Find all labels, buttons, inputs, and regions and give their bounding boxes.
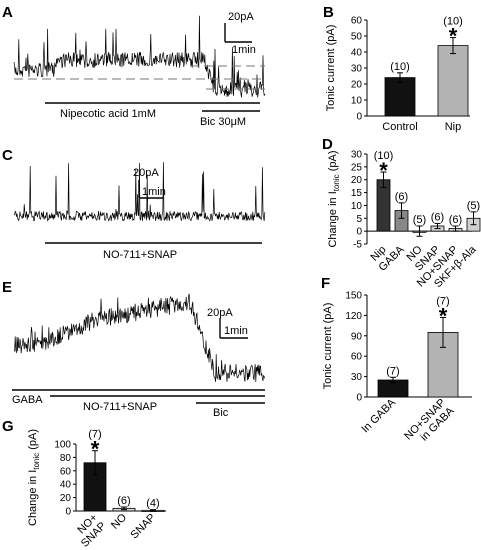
y-axis-label: Change in Itonic (pA) [327,150,341,247]
n-label-no-snap: (6) [449,214,462,226]
scale-c-x-label: 1min [142,186,166,198]
panel-label-a: A [2,4,13,21]
y-tick-label: 0 [356,393,362,404]
category-label-in-gaba: In GABA [359,396,398,435]
panel-label-c: C [2,147,13,164]
significance-star: * [449,24,458,49]
y-tick-label: 150 [345,291,362,302]
scale-e-y-label: 20pA [207,307,233,319]
y-tick-label: 10 [351,96,363,107]
y-tick-label: 20 [351,80,363,91]
drug-label-bic-e: Bic [213,407,229,419]
n-label-no-snap-in-gaba: (7) [436,295,449,307]
y-tick-label: 20 [351,175,363,186]
n-label-no-snap: (7) [88,429,101,441]
y-tick-label: 0 [65,507,71,518]
n-label-gaba: (6) [395,191,408,203]
scale-e-x-label: 1min [224,325,248,337]
n-label-skf-ala: (5) [467,200,480,212]
n-label-nip: (10) [374,150,394,162]
drug-label-bic-a: Bic 30μM [200,116,246,128]
bar-control [384,77,416,117]
n-label-no: (6) [117,495,130,507]
category-label-no-snap-in-gaba: NO+SNAPin GABA [402,396,457,451]
n-label-snap: (6) [431,211,444,223]
n-label-snap: (4) [146,498,159,510]
y-tick-label: 50 [351,32,363,43]
bar-nip [437,45,469,117]
y-tick-label: 5 [356,214,362,225]
y-tick-label: 60 [351,352,363,363]
y-tick-label: 40 [351,48,363,59]
y-tick-label: 120 [345,311,362,322]
y-axis-label: Tonic current (pA) [322,303,334,390]
drug-label-nipecotic: Nipecotic acid 1mM [60,108,156,120]
y-tick-label: 0 [356,112,362,123]
y-tick-label: 10 [351,201,363,212]
y-tick-label: 40 [60,480,72,491]
y-tick-label: 60 [351,16,363,27]
panel-label-d: D [322,136,333,153]
y-tick-label: 60 [60,466,72,477]
scale-a-x-label: 1min [232,44,256,56]
y-tick-label: -5 [353,240,362,251]
trace-a [13,15,266,98]
category-label-no-snap: NO+SNAP [70,512,108,550]
panel-label-e: E [2,279,12,296]
category-label-snap: SNAP [128,512,158,542]
y-tick-label: 100 [54,440,71,451]
drug-label-gaba-e: GABA [12,394,43,406]
y-tick-label: 80 [60,453,72,464]
trace-e [13,293,266,383]
n-label-no: (5) [413,214,426,226]
y-tick-label: 90 [351,331,363,342]
drug-label-no711-snap-e: NO-711+SNAP [83,401,157,413]
y-tick-label: 30 [351,150,363,161]
y-tick-label: 20 [60,493,72,504]
chart-g: 0 20 40 60 80 100 Change in Itonic (pA) *(7) NO+… [27,429,166,550]
significance-star: * [379,158,388,183]
n-label-control: (10) [390,61,410,73]
category-label-nip: Nip [445,121,462,133]
scale-c-y-label: 20pA [133,167,159,179]
category-label-no: NO [109,511,129,531]
y-axis-label: Tonic current (pA) [325,25,337,112]
panel-label-g: G [2,418,14,435]
significance-star: * [439,303,448,328]
n-label-in-gaba: (7) [386,365,399,377]
panel-label-f: F [321,275,330,292]
y-tick-label: 0 [356,227,362,238]
significance-star: * [91,437,100,462]
n-label-nip: (10) [443,16,463,28]
panel-label-b: B [323,4,334,21]
category-label-control: Control [382,121,417,133]
y-axis-label: Change in Itonic (pA) [27,429,41,526]
chart-f: 0 30 60 90 120 150 Tonic current (pA) (7) In GAB… [322,291,472,451]
y-tick-label: 25 [351,162,363,173]
y-tick-label: 30 [351,64,363,75]
chart-b: 0 10 20 30 40 50 60 Tonic current (pA) (10) Contr… [325,16,470,133]
y-tick-label: 30 [351,372,363,383]
drug-label-no711-snap-c: NO-711+SNAP [103,249,177,261]
trace-c [13,162,266,222]
y-tick-label: 15 [351,188,363,199]
scale-a-y-label: 20pA [228,11,254,23]
